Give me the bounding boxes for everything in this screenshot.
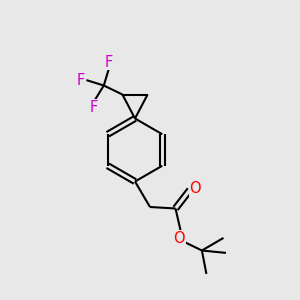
Text: F: F — [105, 55, 113, 70]
Text: O: O — [174, 231, 185, 246]
Text: F: F — [90, 100, 98, 115]
Text: F: F — [77, 73, 85, 88]
Text: O: O — [190, 181, 201, 196]
